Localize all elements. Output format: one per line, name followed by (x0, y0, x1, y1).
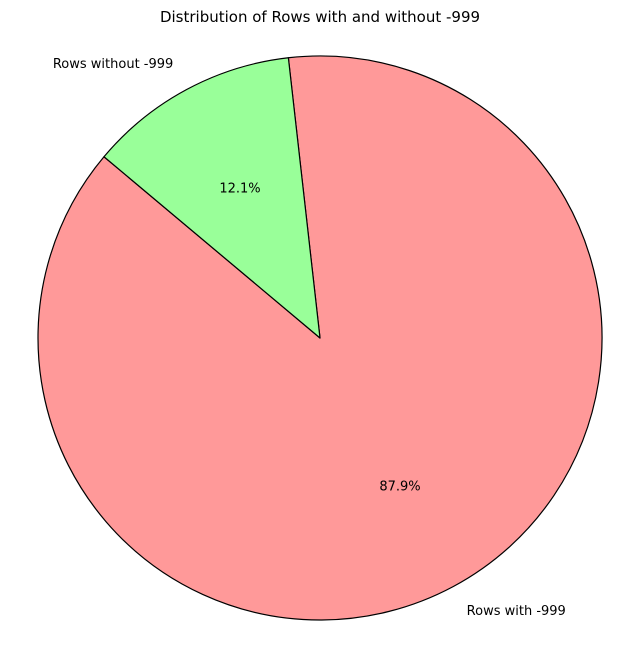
chart-title: Distribution of Rows with and without -9… (160, 8, 480, 26)
pie-slice-1 (103, 57, 321, 339)
pie-slices (37, 55, 603, 621)
pie-labels: Rows with -999 87.9% Rows without -999 12.1… (53, 57, 566, 619)
slice-percent-0: 87.9% (379, 480, 420, 495)
slice-percent-1: 12.1% (219, 181, 260, 196)
slice-label-1: Rows without -999 (53, 57, 173, 72)
slice-label-0: Rows with -999 (467, 604, 566, 619)
